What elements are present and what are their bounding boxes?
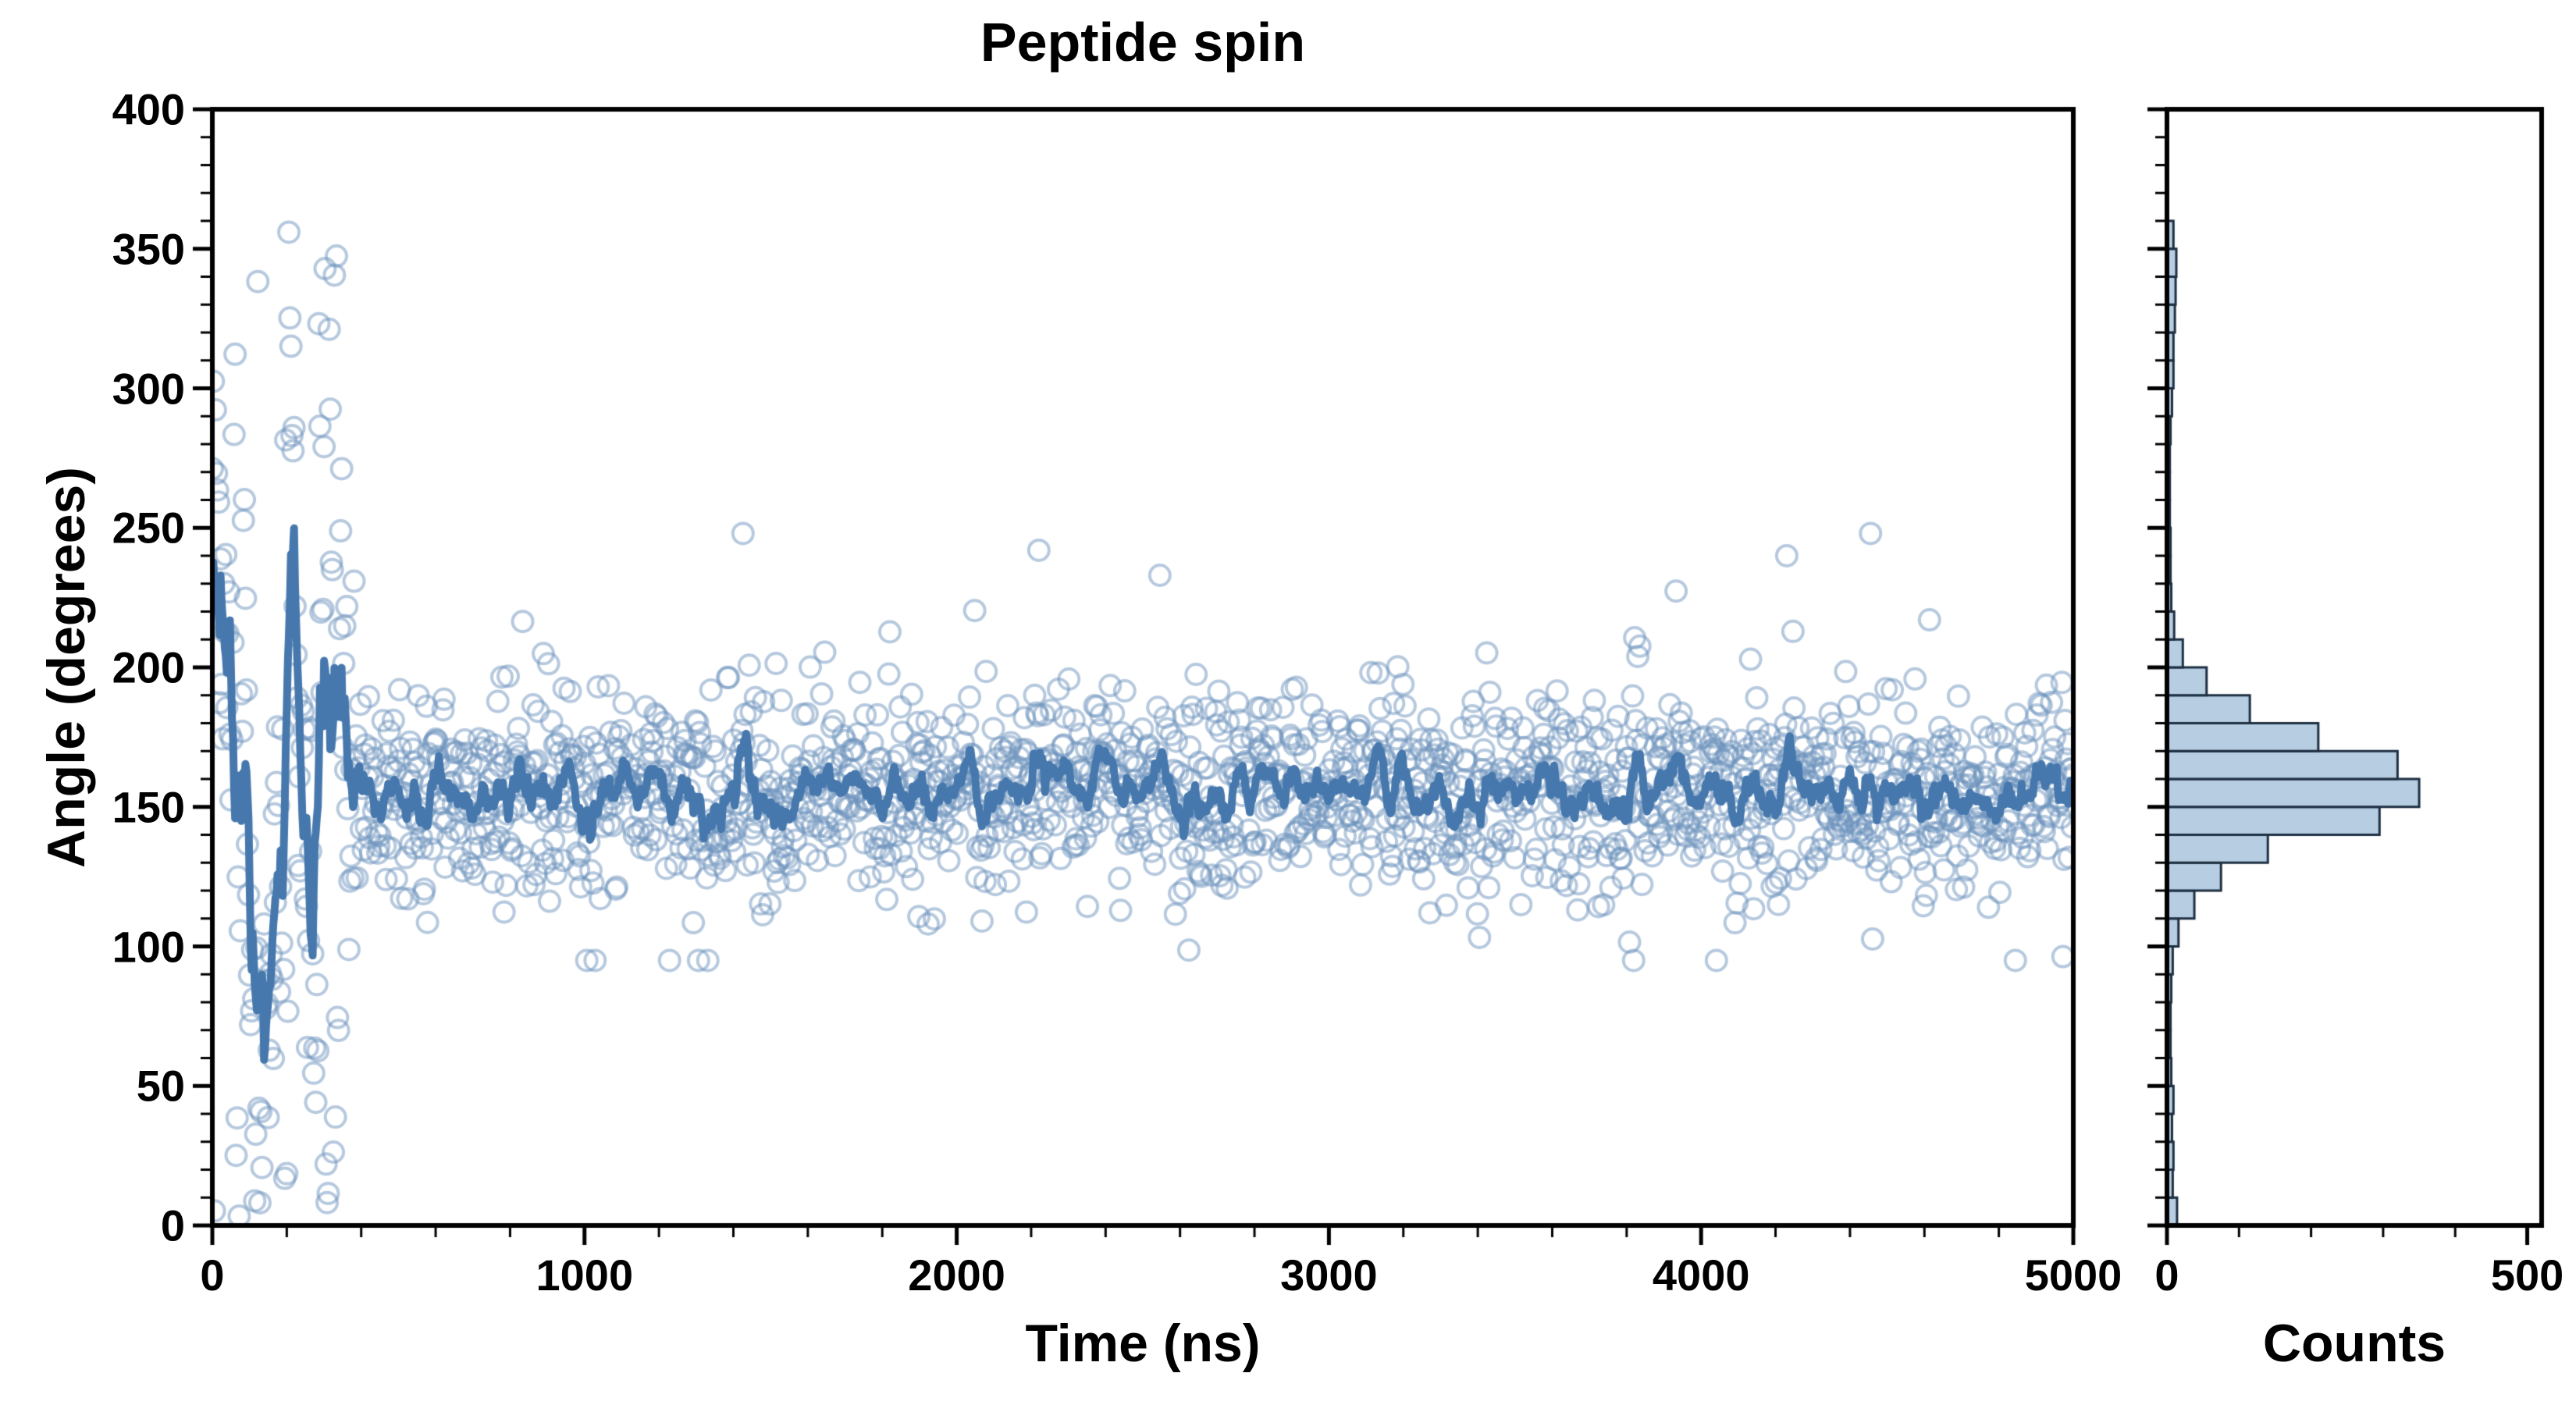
figure: Peptide spin Time (ns) Angle (degrees) C… (0, 0, 2576, 1405)
plot-canvas (0, 0, 2576, 1405)
